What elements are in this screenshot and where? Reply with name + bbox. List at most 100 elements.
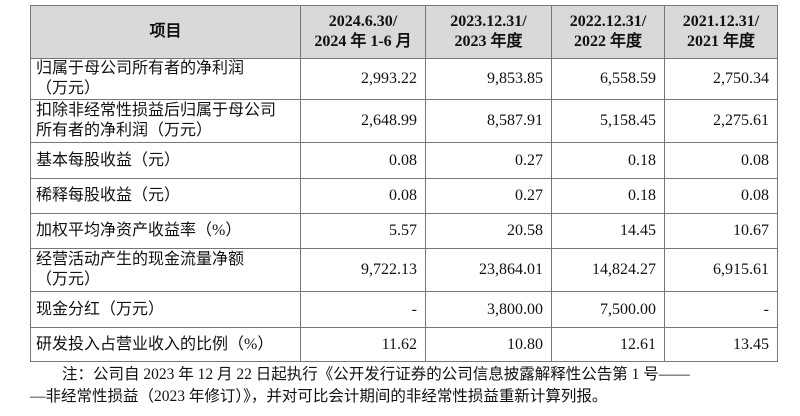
value-text: 0.27 (515, 187, 543, 204)
header-cell: 2023.12.31/2023 年度 (425, 5, 552, 59)
row-label-text: 归属于母公司所有者的净利润 (36, 60, 245, 77)
row-label-text: 加权平均净资产收益率（%） (36, 222, 242, 239)
header-text: 2023.12.31/ (450, 13, 527, 30)
cell-value: 0.27 (425, 142, 552, 179)
row-label: 扣除非经常性损益后归属于母公司 所有者的净利润（万元） (30, 99, 301, 143)
value-text: 0.08 (389, 151, 417, 169)
value-text: 2,275.61 (713, 112, 769, 129)
table: 项目 2024.6.30/2024 年 1-6 月 2023.12.31/2023 … (30, 5, 778, 362)
cell-value: 6,558.59 (551, 58, 665, 100)
value-text: 23,864.01 (479, 261, 543, 278)
value-text: 0.27 (515, 151, 543, 169)
row-label-text: 经营活动产生的现金流量净额 (36, 251, 245, 268)
cell-value: 6,915.61 (664, 248, 778, 292)
header-text: 2023 年度 (454, 33, 523, 50)
value-text: 0.08 (741, 151, 769, 169)
value-text: 9,853.85 (487, 70, 543, 87)
header-text: 2022.12.31/ (569, 13, 647, 30)
value-text: 13.45 (733, 335, 769, 353)
header-cell: 2021.12.31/2021 年度 (664, 5, 778, 59)
value-text: 12.61 (620, 335, 656, 353)
value-text: - (411, 300, 417, 318)
table-row: 加权平均净资产收益率（%） 5.57 20.58 14.45 10.67 (30, 213, 778, 249)
cell-value: 0.08 (664, 178, 778, 214)
value-text: 0.08 (741, 187, 769, 204)
cell-value: 23,864.01 (425, 248, 552, 292)
cell-value: 0.08 (300, 178, 426, 214)
value-text: 2,993.22 (361, 70, 417, 87)
row-label: 归属于母公司所有者的净利润 （万元） (30, 58, 301, 100)
cell-value: 0.27 (425, 178, 552, 214)
note-line: —非经常性损益（2023 年修订）》，并对可比会计期间的非经常性损益重新计算列报… (30, 388, 608, 405)
row-label-text: 研发投入占营业收入的比例（%） (36, 335, 274, 353)
cell-value: - (664, 291, 778, 328)
value-text: 10.67 (733, 222, 769, 239)
value-text: 14,824.27 (592, 261, 656, 278)
cell-value: 11.62 (300, 327, 426, 362)
header-text: 2024.6.30/ (328, 13, 398, 30)
cell-value: 0.18 (551, 178, 665, 214)
row-label: 研发投入占营业收入的比例（%） (30, 327, 301, 362)
table-row: 研发投入占营业收入的比例（%） 11.62 10.80 12.61 13.45 (30, 327, 778, 362)
table-row: 扣除非经常性损益后归属于母公司 所有者的净利润（万元） 2,648.99 8,587.… (30, 99, 778, 143)
cell-value: 20.58 (425, 213, 552, 249)
value-text: 5,158.45 (600, 112, 656, 129)
cell-value: 13.45 (664, 327, 778, 362)
row-label-text: 基本每股收益（元） (36, 151, 181, 169)
cell-value: 5,158.45 (551, 99, 665, 143)
cell-value: 12.61 (551, 327, 665, 362)
cell-value: 5.57 (300, 213, 426, 249)
row-label: 基本每股收益（元） (30, 142, 301, 179)
row-label: 加权平均净资产收益率（%） (30, 213, 301, 249)
note: 注：公司自 2023 年 12 月 22 日起执行《公开发行证券的公司信息披露解… (30, 364, 690, 408)
row-label-text: （万元） (36, 271, 101, 288)
cell-value: 2,648.99 (300, 99, 426, 143)
value-text: 20.58 (507, 222, 543, 239)
cell-value: 2,275.61 (664, 99, 778, 143)
value-text: 0.18 (628, 187, 656, 204)
value-text: 7,500.00 (600, 300, 656, 318)
header-cell: 项目 (30, 5, 301, 59)
row-label: 现金分红（万元） (30, 291, 301, 328)
value-text: - (763, 300, 769, 318)
cell-value: 2,993.22 (300, 58, 426, 100)
value-text: 14.45 (620, 222, 656, 239)
value-text: 6,558.59 (600, 70, 656, 87)
header-text: 2024 年 1-6 月 (314, 33, 412, 50)
header-row: 项目 2024.6.30/2024 年 1-6 月 2023.12.31/2023 … (30, 5, 778, 59)
cell-value: 8,587.91 (425, 99, 552, 143)
cell-value: 3,800.00 (425, 291, 552, 328)
cell-value: - (300, 291, 426, 328)
value-text: 6,915.61 (713, 261, 769, 278)
value-text: 3,800.00 (487, 300, 543, 318)
cell-value: 9,853.85 (425, 58, 552, 100)
row-label-text: 所有者的净利润（万元） (36, 122, 213, 139)
header-text: 2022 年度 (573, 33, 642, 50)
header-cell: 2022.12.31/2022 年度 (551, 5, 665, 59)
value-text: 5.57 (389, 222, 417, 239)
row-label-text: 现金分红（万元） (36, 300, 165, 318)
row-label-text: 稀释每股收益（元） (36, 187, 181, 204)
table-wrap: 项目 2024.6.30/2024 年 1-6 月 2023.12.31/2023 … (30, 5, 778, 362)
header-text: 2021.12.31/ (682, 13, 760, 30)
table-row: 经营活动产生的现金流量净额 （万元） 9,722.13 23,864.01 14,824… (30, 248, 778, 292)
cell-value: 0.08 (664, 142, 778, 179)
header-cell: 2024.6.30/2024 年 1-6 月 (300, 5, 426, 59)
table-row: 现金分红（万元） - 3,800.00 7,500.00 - (30, 291, 778, 328)
value-text: 2,648.99 (361, 112, 417, 129)
row-label-text: 扣除非经常性损益后归属于母公司 (36, 102, 277, 119)
note-line: 注：公司自 2023 年 12 月 22 日起执行《公开发行证券的公司信息披露解… (62, 366, 690, 383)
cell-value: 0.18 (551, 142, 665, 179)
header-text: 项目 (149, 23, 182, 40)
row-label: 经营活动产生的现金流量净额 （万元） (30, 248, 301, 292)
table-row: 基本每股收益（元） 0.08 0.27 0.18 0.08 (30, 142, 778, 179)
cell-value: 0.08 (300, 142, 426, 179)
cell-value: 2,750.34 (664, 58, 778, 100)
table-body: 归属于母公司所有者的净利润 （万元） 2,993.22 9,853.85 6,558.5… (30, 58, 778, 362)
cell-value: 14,824.27 (551, 248, 665, 292)
value-text: 10.80 (507, 335, 543, 353)
cell-value: 10.67 (664, 213, 778, 249)
row-label-text: （万元） (36, 80, 101, 97)
header-text: 2021 年度 (686, 33, 755, 50)
